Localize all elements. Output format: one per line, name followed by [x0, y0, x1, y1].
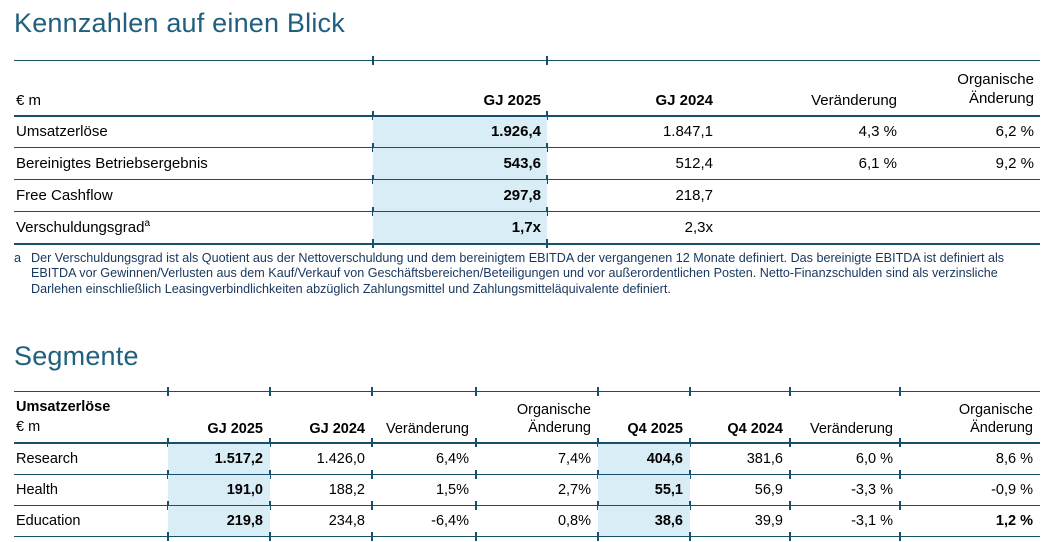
cell-q4-organic: 8,6 % — [899, 443, 1040, 478]
segments-header-row: Umsatzerlöse € m GJ 2025 GJ 2024 Verände… — [14, 387, 1040, 448]
segment-row-education: Education 219,8 234,8 -6,4% 0,8% 38,6 39… — [14, 505, 1040, 541]
column-header-q4-organic: Organische Änderung — [899, 387, 1040, 448]
key-figures-table: € m GJ 2025 GJ 2024 Veränderung Organisc… — [14, 56, 1040, 247]
column-header-q42024: Q4 2024 — [689, 387, 790, 448]
cell-gj2025: 219,8 — [167, 505, 270, 541]
column-header-q4-change: Veränderung — [789, 387, 900, 448]
row-label: Verschuldungsgrada — [14, 211, 373, 245]
cell-gj2025: 191,0 — [167, 474, 270, 510]
segments-measure-label: Umsatzerlöse — [16, 399, 111, 416]
cell-q4-change: -3,3 % — [789, 474, 900, 510]
cell-q4-change: 6,0 % — [789, 443, 900, 478]
cell-organic: 9,2 % — [903, 147, 1040, 180]
row-label: Free Cashflow — [14, 179, 373, 212]
footnote-marker: a — [14, 250, 22, 265]
table-row-betriebsergebnis: Bereinigtes Betriebsergebnis 543,6 512,4… — [14, 147, 1040, 184]
footnote-reference: a — [144, 217, 150, 229]
cell-gj2024: 188,2 — [269, 474, 372, 510]
footnote-text: Der Verschuldungsgrad ist als Quotient a… — [31, 250, 1005, 296]
cell-q42025: 55,1 — [597, 474, 690, 510]
column-header-change: Veränderung — [719, 60, 903, 117]
cell-organic: 2,7% — [475, 474, 598, 510]
cell-organic — [903, 211, 1040, 245]
cell-gj2025: 1,7x — [372, 211, 547, 247]
segment-row-research: Research 1.517,2 1.426,0 6,4% 7,4% 404,6… — [14, 443, 1040, 478]
key-figures-header-row: € m GJ 2025 GJ 2024 Veränderung Organisc… — [14, 56, 1040, 120]
cell-gj2025: 1.926,4 — [372, 115, 547, 151]
column-header-change: Veränderung — [371, 387, 476, 448]
cell-change — [719, 211, 903, 245]
unit-label: € m — [14, 60, 373, 117]
cell-organic: 7,4% — [475, 443, 598, 478]
cell-gj2025: 543,6 — [372, 147, 547, 184]
cell-gj2024: 2,3x — [546, 211, 719, 247]
footnote: a Der Verschuldungsgrad ist als Quotient… — [14, 251, 1040, 298]
cell-gj2024: 218,7 — [546, 179, 719, 216]
cell-q42024: 56,9 — [689, 474, 790, 510]
cell-change: 4,3 % — [719, 115, 903, 148]
cell-change: 6,1 % — [719, 147, 903, 180]
cell-q42025: 404,6 — [597, 443, 690, 478]
segments-header-label: Umsatzerlöse € m — [14, 391, 168, 445]
segment-label: Research — [14, 443, 168, 475]
cell-change — [719, 179, 903, 212]
segment-label: Education — [14, 505, 168, 537]
cell-gj2024: 1.426,0 — [269, 443, 372, 478]
cell-gj2024: 234,8 — [269, 505, 372, 541]
segments-title: Segmente — [14, 341, 139, 372]
cell-change: -6,4% — [371, 505, 476, 541]
cell-gj2024: 512,4 — [546, 147, 719, 184]
column-header-gj2025: GJ 2025 — [167, 387, 270, 448]
page-title: Kennzahlen auf einen Blick — [14, 8, 345, 38]
column-header-organic-label: Organische Änderung — [957, 71, 1034, 107]
table-row-free-cashflow: Free Cashflow 297,8 218,7 — [14, 179, 1040, 216]
cell-gj2025: 1.517,2 — [167, 443, 270, 478]
column-header-q42025: Q4 2025 — [597, 387, 690, 448]
column-header-q4-organic-label: Organische Änderung — [958, 402, 1033, 437]
cell-q42024: 381,6 — [689, 443, 790, 478]
cell-organic — [903, 179, 1040, 212]
column-header-gj2025: GJ 2025 — [372, 56, 547, 120]
cell-q4-organic: -0,9 % — [899, 474, 1040, 510]
unit-label: € m — [16, 418, 41, 435]
cell-organic: 6,2 % — [903, 115, 1040, 148]
row-label-text: Verschuldungsgrad — [16, 218, 145, 236]
cell-gj2025: 297,8 — [372, 179, 547, 216]
cell-q4-organic: 1,2 % — [899, 505, 1040, 541]
row-label: Bereinigtes Betriebsergebnis — [14, 147, 373, 180]
table-row-verschuldungsgrad: Verschuldungsgrada 1,7x 2,3x — [14, 211, 1040, 247]
segment-row-health: Health 191,0 188,2 1,5% 2,7% 55,1 56,9 -… — [14, 474, 1040, 510]
cell-change: 1,5% — [371, 474, 476, 510]
cell-q42025: 38,6 — [597, 505, 690, 541]
column-header-gj2024: GJ 2024 — [546, 56, 719, 120]
column-header-gj2024: GJ 2024 — [269, 387, 372, 448]
cell-gj2024: 1.847,1 — [546, 115, 719, 151]
segment-label: Health — [14, 474, 168, 506]
segments-table: Umsatzerlöse € m GJ 2025 GJ 2024 Verände… — [14, 387, 1040, 541]
cell-organic: 0,8% — [475, 505, 598, 541]
row-label: Umsatzerlöse — [14, 115, 373, 148]
cell-change: 6,4% — [371, 443, 476, 478]
column-header-organic: Organische Änderung — [475, 387, 598, 448]
column-header-organic: Organische Änderung — [903, 60, 1040, 117]
table-row-umsatzerloese: Umsatzerlöse 1.926,4 1.847,1 4,3 % 6,2 % — [14, 115, 1040, 151]
cell-q4-change: -3,1 % — [789, 505, 900, 541]
cell-q42024: 39,9 — [689, 505, 790, 541]
column-header-organic-label: Organische Änderung — [516, 402, 591, 437]
